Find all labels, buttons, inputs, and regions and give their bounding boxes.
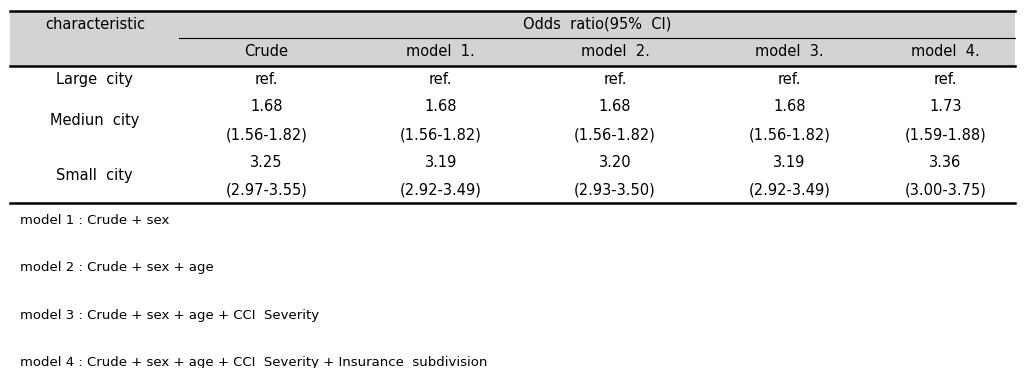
Text: (1.59-1.88): (1.59-1.88) — [905, 127, 986, 142]
Text: ref.: ref. — [255, 72, 278, 87]
Text: ref.: ref. — [604, 72, 626, 87]
Text: (2.92-3.49): (2.92-3.49) — [748, 182, 830, 197]
Text: Odds  ratio(95%  CI): Odds ratio(95% CI) — [523, 17, 671, 32]
Text: (1.56-1.82): (1.56-1.82) — [748, 127, 830, 142]
Text: 1.68: 1.68 — [250, 99, 283, 114]
Text: 1.68: 1.68 — [424, 99, 457, 114]
Text: (1.56-1.82): (1.56-1.82) — [574, 127, 656, 142]
Text: model  2.: model 2. — [580, 45, 650, 59]
Text: 3.36: 3.36 — [930, 155, 961, 170]
Text: (3.00-3.75): (3.00-3.75) — [905, 182, 986, 197]
Text: 1.68: 1.68 — [773, 99, 806, 114]
Text: characteristic: characteristic — [45, 17, 145, 32]
Text: ref.: ref. — [778, 72, 801, 87]
Text: model 2 : Crude + sex + age: model 2 : Crude + sex + age — [20, 261, 214, 274]
Text: 3.20: 3.20 — [599, 155, 631, 170]
Text: Mediun  city: Mediun city — [50, 113, 139, 128]
Text: 3.25: 3.25 — [250, 155, 283, 170]
Text: 1.68: 1.68 — [599, 99, 631, 114]
Text: Large  city: Large city — [56, 72, 133, 87]
Text: model  1.: model 1. — [406, 45, 476, 59]
Text: 3.19: 3.19 — [424, 155, 457, 170]
Text: (1.56-1.82): (1.56-1.82) — [400, 127, 482, 142]
Text: Crude: Crude — [245, 45, 288, 59]
Text: (2.93-3.50): (2.93-3.50) — [574, 182, 656, 197]
Text: Small  city: Small city — [56, 169, 133, 183]
Text: model 1 : Crude + sex: model 1 : Crude + sex — [20, 214, 170, 227]
Text: ref.: ref. — [934, 72, 957, 87]
Text: model 4 : Crude + sex + age + CCI  Severity + Insurance  subdivision: model 4 : Crude + sex + age + CCI Severi… — [20, 356, 488, 368]
Text: (1.56-1.82): (1.56-1.82) — [226, 127, 308, 142]
Text: (2.97-3.55): (2.97-3.55) — [226, 182, 308, 197]
Text: (2.92-3.49): (2.92-3.49) — [400, 182, 482, 197]
Bar — [10, 11, 1015, 66]
Text: model  3.: model 3. — [755, 45, 823, 59]
Text: model 3 : Crude + sex + age + CCI  Severity: model 3 : Crude + sex + age + CCI Severi… — [20, 309, 320, 322]
Text: ref.: ref. — [429, 72, 452, 87]
Text: 3.19: 3.19 — [773, 155, 806, 170]
Text: 1.73: 1.73 — [930, 99, 961, 114]
Text: model  4.: model 4. — [911, 45, 980, 59]
